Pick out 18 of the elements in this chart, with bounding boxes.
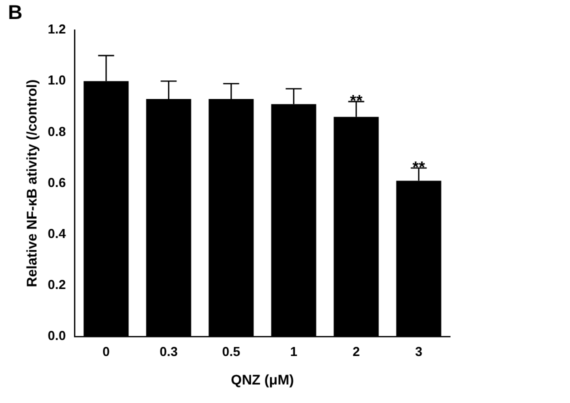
y-axis-title: Relative NF-κB ativity (/control) [23,79,40,288]
y-tick-label: 0.4 [48,226,67,241]
x-tick-label: 3 [415,344,422,359]
y-tick-label: 1.2 [48,22,66,37]
chart-title: B [8,2,22,25]
y-tick-label: 1.0 [48,72,66,88]
y-tick-label: 0.6 [48,174,66,190]
y-tick-label: 0.2 [48,277,66,292]
annotation: ** [412,159,426,176]
x-tick-label: 0.3 [160,344,178,359]
x-axis-title: QNZ (μM) [230,371,294,388]
y-tick-label: 0.0 [48,328,66,344]
annotation: ** [350,92,364,110]
x-tick-label: 2 [352,344,360,359]
x-tick-label: 1 [290,344,298,359]
y-tick-label: 0.8 [48,124,66,139]
x-tick-label: 0 [102,344,110,359]
x-tick-label: 0.5 [222,344,240,359]
